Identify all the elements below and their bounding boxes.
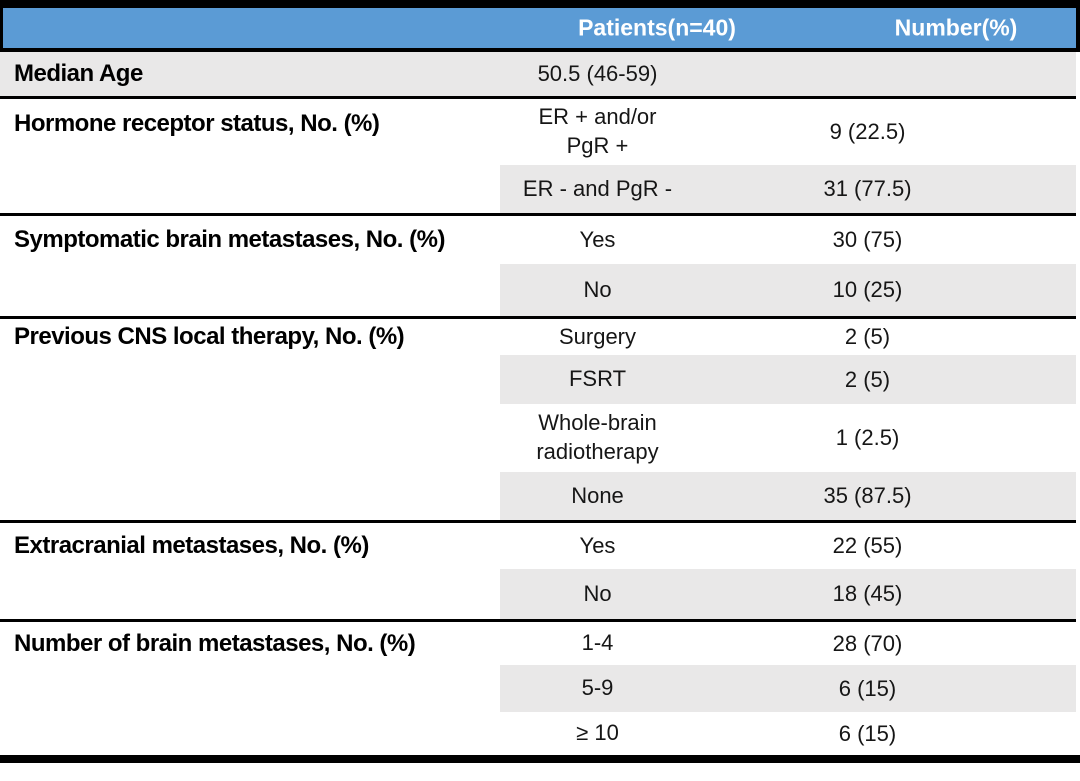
number-cell: 6 (15) [838,675,897,701]
value-line: ER - and PgR - [522,175,673,201]
group-subrows: Surgery 2 (5) FSRT 2 (5) Whole-brain rad… [500,319,1076,520]
value-line: PgR + [566,133,629,158]
value-cell: ER + and/or PgR + [500,103,695,160]
value-line: radiotherapy [536,439,659,464]
value-line: Surgery [558,323,637,349]
table-body: Median Age 50.5 (46-59) Hormone receptor… [0,52,1076,755]
value-line: 1-4 [581,630,614,656]
value-line: None [571,482,624,508]
group-hormone-receptor-status: Hormone receptor status, No. (%) ER + an… [0,99,1076,216]
table-header-row: Patients(n=40) Number(%) [0,0,1080,52]
value-line: 5-9 [581,675,614,701]
table-subrow: Surgery 2 (5) [500,319,1076,355]
number-cell: 18 (45) [832,581,903,606]
value-cell: FSRT [500,365,695,394]
value-line: No [583,276,612,302]
group-subrows: Yes 30 (75) No 10 (25) [500,216,1076,316]
value-cell: No [500,276,695,305]
row-label: Previous CNS local therapy, No. (%) [14,323,405,350]
group-previous-cns-local-therapy: Previous CNS local therapy, No. (%) Surg… [0,319,1076,523]
value-line: ER + and/or [538,104,657,130]
number-cell: 2 (5) [844,324,891,349]
table-subrow: 5-9 6 (15) [500,665,1076,712]
group-subrows: 1-4 28 (70) 5-9 6 (15) ≥ 10 6 (15) [500,622,1076,755]
table-subrow: ≥ 10 6 (15) [500,712,1076,755]
value-cell: Whole-brain radiotherapy [500,409,695,466]
number-cell: 35 (87.5) [823,483,912,508]
header-number-column-label: Number(%) [894,14,1018,41]
row-label: Median Age [14,60,143,87]
table-subrow: ER + and/or PgR + 9 (22.5) [500,99,1076,165]
value-cell: None [500,482,695,511]
row-label: Symptomatic brain metastases, No. (%) [14,226,445,253]
group-number-of-brain-metastases: Number of brain metastases, No. (%) 1-4 … [0,622,1076,755]
value-line: Whole-brain [538,410,657,436]
table-subrow: 1-4 28 (70) [500,622,1076,665]
group-symptomatic-brain-metastases: Symptomatic brain metastases, No. (%) Ye… [0,216,1076,319]
row-label: Extracranial metastases, No. (%) [14,532,369,559]
table-subrow: No 10 (25) [500,264,1076,316]
table-bottom-border [0,755,1080,763]
value-cell: Surgery [500,323,695,352]
value-cell: Yes [500,532,695,561]
number-cell: 10 (25) [832,277,903,302]
header-patients-column-label: Patients(n=40) [578,14,736,41]
table-subrow: None 35 (87.5) [500,472,1076,520]
group-extracranial-metastases: Extracranial metastases, No. (%) Yes 22 … [0,523,1076,622]
value-cell: No [500,580,695,609]
number-cell: 2 (5) [844,366,891,392]
number-cell: 22 (55) [832,533,903,558]
number-cell: 9 (22.5) [829,119,906,144]
number-cell: 31 (77.5) [823,176,912,201]
table-subrow: ER - and PgR - 31 (77.5) [500,165,1076,213]
value-cell: 1-4 [500,629,695,658]
table-subrow: Whole-brain radiotherapy 1 (2.5) [500,404,1076,472]
value-cell: Yes [500,226,695,255]
group-subrows: Yes 22 (55) No 18 (45) [500,523,1076,619]
row-label: Hormone receptor status, No. (%) [14,110,380,137]
value-line: FSRT [568,366,627,392]
value-line: Yes [579,226,616,252]
table-subrow: No 18 (45) [500,569,1076,619]
number-cell: 1 (2.5) [835,425,900,450]
row-median-age: Median Age 50.5 (46-59) [0,52,1076,99]
row-label: Number of brain metastases, No. (%) [14,629,416,657]
value-cell: 5-9 [500,674,695,703]
value-line: Yes [579,532,616,558]
group-subrows: ER + and/or PgR + 9 (22.5) ER - and PgR … [500,99,1076,213]
value-cell: 50.5 (46-59) [500,60,695,89]
table-subrow: Yes 30 (75) [500,216,1076,264]
value-cell: ≥ 10 [500,719,695,748]
number-cell: 28 (70) [832,630,903,656]
value-line: ≥ 10 [576,720,619,746]
number-cell: 30 (75) [832,227,903,252]
table-subrow: Yes 22 (55) [500,523,1076,569]
value-cell: ER - and PgR - [500,175,695,204]
value-line: No [583,580,612,606]
number-cell: 6 (15) [838,720,897,746]
value-line: 50.5 (46-59) [537,60,658,86]
table-subrow: FSRT 2 (5) [500,355,1076,404]
